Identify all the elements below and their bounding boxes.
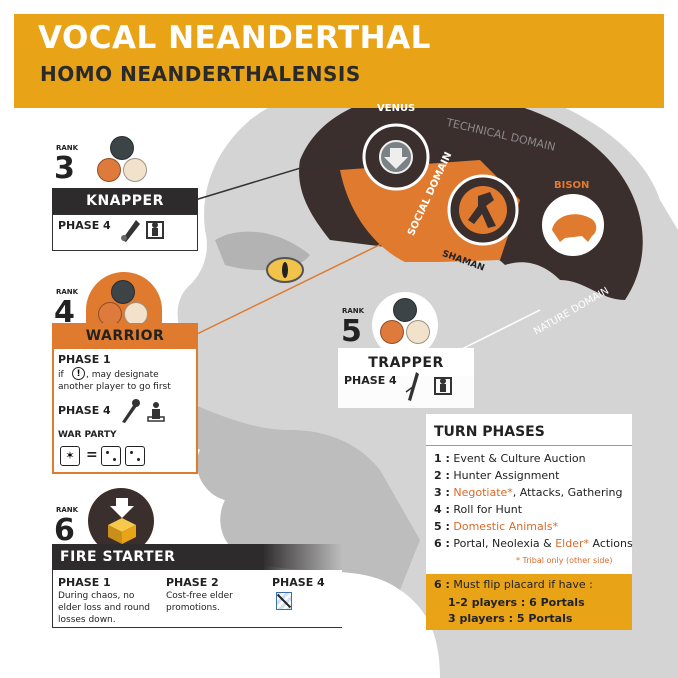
tool-icon xyxy=(121,220,140,242)
dark-token-icon xyxy=(110,136,134,160)
phase1-text-line1: During chaos, no xyxy=(58,591,135,601)
phase-label: PHASE 4 xyxy=(58,219,111,232)
war-party-label: WAR PARTY xyxy=(58,430,117,440)
rank-number: 4 xyxy=(54,295,75,330)
phase1-text-if: if xyxy=(58,370,64,380)
rank-label: RANK xyxy=(56,506,79,514)
orange-token-icon xyxy=(380,320,404,344)
spear-icon xyxy=(122,399,140,423)
hunter-icon xyxy=(147,402,165,422)
die-icon xyxy=(101,446,121,466)
connector-knapper xyxy=(194,149,361,201)
phase1-text-designate: , may designate xyxy=(86,370,159,380)
bison-icon xyxy=(552,214,597,242)
crossed-card-icon xyxy=(276,592,292,610)
phase-row: 5 : Domestic Animals* xyxy=(434,520,559,533)
page-subtitle: HOMO NEANDERTHALENSIS xyxy=(40,62,361,86)
phase4-label: PHASE 4 xyxy=(58,404,111,417)
cream-token-icon xyxy=(124,302,148,326)
phase2-label: PHASE 2 xyxy=(166,576,219,589)
role-card xyxy=(52,214,198,251)
bison-label: BISON xyxy=(554,180,590,191)
role-bar-extension xyxy=(262,544,342,570)
role-name-bar: KNAPPER xyxy=(52,188,198,214)
role-name-bar: WARRIOR xyxy=(52,323,198,349)
flip-row: 6 : Must flip placard if have : xyxy=(434,578,593,591)
phase1-text-line2: elder loss and round xyxy=(58,603,151,613)
rank-number: 6 xyxy=(54,513,75,548)
down-arrow-icon xyxy=(384,148,408,169)
turn-phases-panel xyxy=(426,414,632,576)
role-name-bar: FIRE STARTER xyxy=(52,544,264,570)
phase4-label: PHASE 4 xyxy=(272,576,325,589)
cream-token-icon xyxy=(406,320,430,344)
flip-condition-1: 1-2 players : 6 Portals xyxy=(448,596,585,609)
face-shade xyxy=(185,405,420,590)
phase-row: 6 : Portal, Neolexia & Elder* Actions xyxy=(434,537,633,550)
turn-phases-title: TURN PHASES xyxy=(434,424,545,440)
hunter-icon xyxy=(146,221,164,239)
rank-label: RANK xyxy=(56,288,79,296)
phase2-text-line1: Cost-free elder xyxy=(166,591,233,601)
phase1-label: PHASE 1 xyxy=(58,353,111,366)
phase2-text-line2: promotions. xyxy=(166,603,220,613)
role-card xyxy=(52,570,342,628)
flip-placard-box xyxy=(426,574,632,630)
die-icon xyxy=(125,446,145,466)
orange-token-icon xyxy=(97,158,121,182)
title-banner xyxy=(14,14,664,108)
shaman-figure-icon xyxy=(468,192,496,228)
rank-number: 3 xyxy=(54,151,75,186)
tribal-footnote: * Tribal only (other side) xyxy=(516,556,613,565)
orange-token-icon xyxy=(98,302,122,326)
eye-pupil xyxy=(282,262,288,278)
phase1-text-line3: losses down. xyxy=(58,615,116,625)
phase-row: 4 : Roll for Hunt xyxy=(434,503,523,516)
rank-label: RANK xyxy=(56,144,79,152)
dark-token-icon xyxy=(111,280,135,304)
dark-token-icon xyxy=(393,298,417,322)
trap-icon xyxy=(405,372,419,401)
phase1-label: PHASE 1 xyxy=(58,576,111,589)
page-title: VOCAL NEANDERTHAL xyxy=(38,20,431,56)
fire-cube-icon xyxy=(108,498,136,544)
equals-sign: = xyxy=(86,447,98,463)
phase-row: 3 : Negotiate*, Attacks, Gathering xyxy=(434,486,623,499)
connector-warrior xyxy=(194,229,411,336)
star-die-icon: ✶ xyxy=(60,446,80,466)
phase-row: 1 : Event & Culture Auction xyxy=(434,452,586,465)
title-underline xyxy=(426,445,632,446)
rank-number: 5 xyxy=(341,314,362,349)
rank-label: RANK xyxy=(342,307,365,315)
venus-label: VENUS xyxy=(377,103,416,114)
phase-row: 2 : Hunter Assignment xyxy=(434,469,560,482)
flip-condition-2: 3 players : 5 Portals xyxy=(448,612,573,625)
phase-label: PHASE 4 xyxy=(344,374,397,387)
exclamation-icon: ! xyxy=(72,367,85,380)
phase1-text-line2: another player to go first xyxy=(58,382,171,392)
hunter-icon xyxy=(434,377,452,395)
cream-token-icon xyxy=(123,158,147,182)
